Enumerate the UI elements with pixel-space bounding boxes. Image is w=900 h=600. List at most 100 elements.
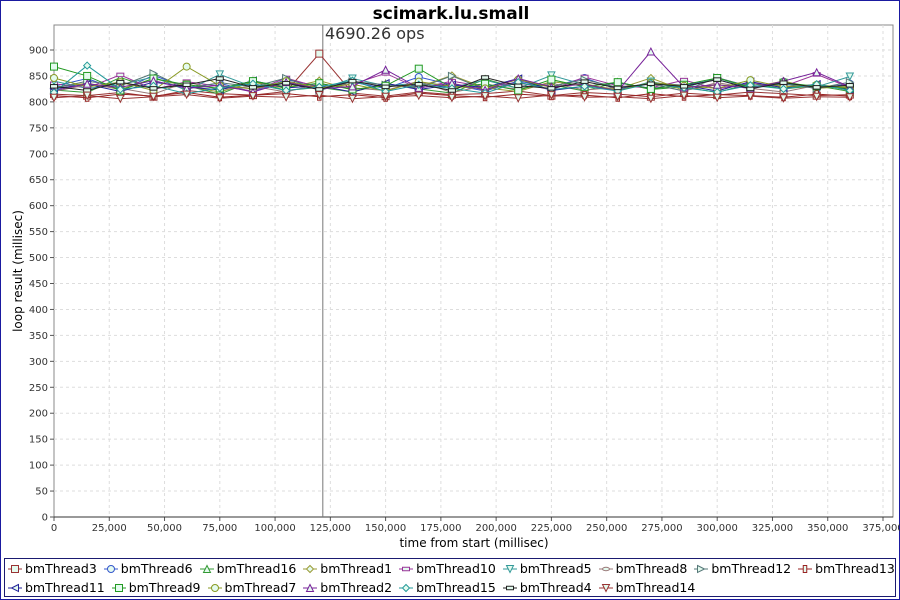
data-point	[49, 93, 59, 103]
legend-item: bmThread7	[207, 580, 297, 595]
data-point	[547, 75, 556, 84]
y-tick-label: 100	[29, 461, 48, 472]
x-tick-label: 325,000	[752, 523, 793, 534]
data-point	[845, 83, 854, 88]
legend: bmThread3 bmThread6 bmThread16 bmThread1 bmT…	[4, 558, 896, 597]
data-point	[82, 91, 92, 101]
x-tick-label: 350,000	[807, 523, 848, 534]
series-bmThread14	[49, 90, 855, 104]
legend-item: bmThread2	[303, 580, 392, 595]
data-point	[613, 78, 622, 87]
legend-label: bmThread8	[615, 561, 688, 576]
legend-marker-icon	[798, 564, 813, 573]
data-point	[215, 70, 225, 80]
data-point	[314, 91, 324, 100]
legend-item: bmThread1	[303, 561, 392, 576]
legend-shape	[106, 564, 115, 573]
legend-item: bmThread5	[502, 561, 592, 576]
data-point	[746, 92, 755, 101]
data-point	[845, 72, 855, 82]
x-tick-label: 125,000	[310, 523, 351, 534]
y-tick-label: 250	[29, 383, 48, 394]
legend-marker-icon	[399, 566, 414, 571]
y-tick-label: 750	[29, 123, 48, 134]
legend-row: bmThread3 bmThread6 bmThread16 bmThread1 bmT…	[5, 559, 895, 578]
data-point	[447, 71, 457, 81]
legend-label: bmThread11	[25, 580, 105, 595]
legend-label: bmThread13	[815, 561, 895, 576]
data-point	[845, 93, 855, 102]
data-point	[381, 92, 390, 102]
y-tick-label: 900	[29, 46, 48, 57]
legend-label: bmThread3	[25, 561, 97, 576]
y-tick-label: 800	[29, 97, 48, 108]
legend-label: bmThread10	[416, 561, 496, 576]
data-point	[547, 86, 556, 91]
legend-shape	[601, 566, 610, 571]
data-point	[779, 80, 788, 85]
legend-label: bmThread2	[320, 580, 393, 595]
data-point	[547, 71, 556, 81]
data-point	[182, 82, 191, 88]
data-point	[812, 85, 821, 90]
y-tick-label: 500	[29, 253, 48, 264]
data-point	[480, 92, 490, 101]
legend-item: bmThread10	[399, 561, 496, 576]
legend-label: bmThread7	[224, 580, 297, 595]
plot-area	[53, 24, 894, 518]
data-point	[248, 92, 258, 101]
data-point	[646, 46, 656, 56]
data-point	[50, 74, 58, 83]
data-point	[580, 79, 589, 84]
y-tick-label: 0	[42, 513, 48, 524]
legend-item: bmThread9	[111, 580, 201, 595]
legend-label: bmThread4	[519, 580, 592, 595]
legend-marker-icon	[399, 583, 414, 592]
y-tick-label: 650	[29, 175, 48, 186]
x-axis-label: time from start (millisec)	[399, 536, 548, 550]
legend-marker-icon	[199, 563, 214, 573]
data-point	[248, 85, 257, 90]
x-tick-label: 375,000	[862, 523, 900, 534]
legend-item: bmThread6	[103, 561, 193, 576]
legend-shape	[402, 566, 411, 571]
data-point	[381, 84, 390, 90]
x-tick-label: 0	[51, 523, 57, 534]
y-tick-label: 550	[29, 227, 48, 238]
data-point	[646, 81, 655, 86]
legend-shape	[11, 564, 19, 573]
data-point	[514, 83, 523, 89]
legend-marker-icon	[598, 583, 613, 593]
data-point	[348, 81, 357, 91]
data-point	[282, 80, 291, 86]
legend-item: bmThread4	[502, 580, 592, 595]
data-point	[281, 93, 291, 102]
x-tick-label: 250,000	[586, 523, 627, 534]
data-point	[713, 77, 722, 82]
data-point	[348, 78, 357, 84]
legend-marker-icon	[111, 583, 126, 592]
legend-label: bmThread5	[519, 561, 592, 576]
legend-item: bmThread14	[598, 580, 695, 595]
legend-shape	[505, 585, 514, 590]
y-tick-label: 400	[29, 305, 48, 316]
data-point	[481, 75, 490, 80]
y-tick-label: 350	[29, 331, 48, 342]
legend-marker-icon	[303, 564, 318, 573]
legend-marker-icon	[502, 564, 517, 574]
data-point	[613, 85, 622, 91]
legend-label: bmThread6	[120, 561, 193, 576]
legend-marker-icon	[103, 564, 118, 573]
data-point	[513, 94, 523, 103]
data-point	[779, 94, 788, 103]
data-point	[82, 79, 92, 88]
data-point	[215, 76, 224, 81]
data-point	[414, 64, 423, 73]
legend-item: bmThread16	[199, 561, 296, 576]
legend-label: bmThread1	[320, 561, 393, 576]
legend-item: bmThread11	[8, 580, 105, 595]
data-point	[580, 82, 589, 91]
y-tick-label: 700	[29, 149, 48, 160]
legend-shape	[114, 583, 123, 592]
data-point	[149, 86, 158, 91]
